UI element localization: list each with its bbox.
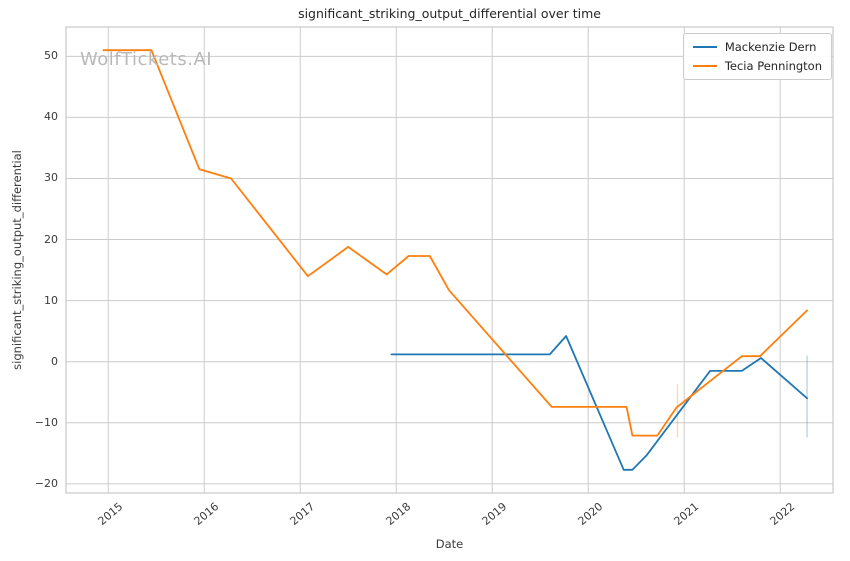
legend-line-swatch-orange — [692, 65, 717, 67]
series-line-tecia-pennington — [102, 49, 808, 437]
legend-line-swatch-blue — [692, 46, 717, 48]
legend-label-mackenzie-dern: Mackenzie Dern — [724, 40, 817, 54]
y-tick-label: 40 — [44, 110, 58, 124]
chart-title: significant_striking_output_differential… — [298, 6, 601, 21]
plot-border — [65, 26, 834, 494]
y-tick-label: 30 — [44, 171, 58, 185]
legend-item-tecia-pennington: Tecia Pennington — [692, 59, 822, 73]
y-tick-label: 10 — [44, 293, 58, 307]
y-tick-label: −10 — [34, 415, 58, 429]
legend-item-mackenzie-dern: Mackenzie Dern — [692, 40, 822, 54]
y-tick-label: 20 — [44, 232, 58, 246]
x-axis-label: Date — [435, 537, 464, 551]
legend: Mackenzie Dern Tecia Pennington — [682, 33, 832, 80]
series-line-mackenzie-dern — [390, 335, 808, 471]
y-tick-label: −20 — [34, 476, 58, 490]
y-tick-label: 0 — [51, 354, 58, 368]
y-tick-label: 50 — [44, 49, 58, 63]
watermark: WolfTickets.AI — [80, 49, 213, 70]
legend-label-tecia-pennington: Tecia Pennington — [724, 59, 822, 73]
